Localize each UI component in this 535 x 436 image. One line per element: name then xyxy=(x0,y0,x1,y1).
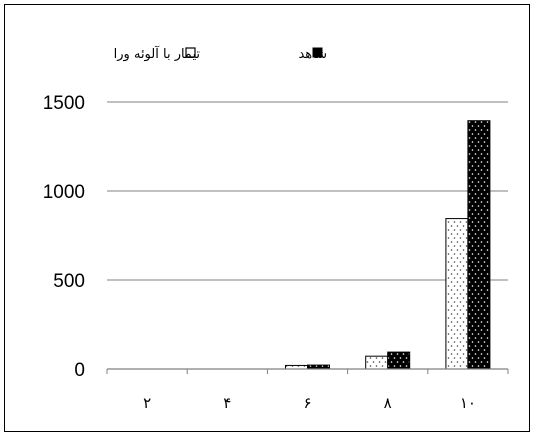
y-tick-label-1500: 1500 xyxy=(43,93,85,114)
y-tick-label-500: 500 xyxy=(53,271,85,292)
bar-treatment-4 xyxy=(445,218,469,370)
y-tick-label-1000: 1000 xyxy=(43,182,85,203)
bar-treatment-3 xyxy=(365,355,389,370)
x-tick-label-2: ۶ xyxy=(303,394,311,412)
y-axis: 0 500 1000 1500 xyxy=(43,93,85,381)
legend-swatch-control xyxy=(312,47,323,58)
legend: شاهد تیمار با آلوئه ورا xyxy=(114,45,327,62)
x-tick-label-1: ۴ xyxy=(223,394,231,412)
bar-control-4 xyxy=(467,120,491,370)
legend-label-treatment: تیمار با آلوئه ورا xyxy=(114,45,201,62)
bars xyxy=(285,120,491,370)
x-tick-label-0: ۲ xyxy=(143,394,151,412)
bar-control-3 xyxy=(387,351,411,370)
y-tick-label-0: 0 xyxy=(74,360,85,381)
gridlines xyxy=(107,101,508,281)
legend-label-control: شاهد xyxy=(298,47,327,62)
x-tick-label-3: ۸ xyxy=(384,394,392,412)
x-tick-label-4: ۱۰ xyxy=(460,394,476,412)
chart-frame xyxy=(4,4,530,432)
legend-swatch-treatment xyxy=(185,47,196,58)
x-axis: ۲ ۴ ۶ ۸ ۱۰ xyxy=(106,368,509,412)
